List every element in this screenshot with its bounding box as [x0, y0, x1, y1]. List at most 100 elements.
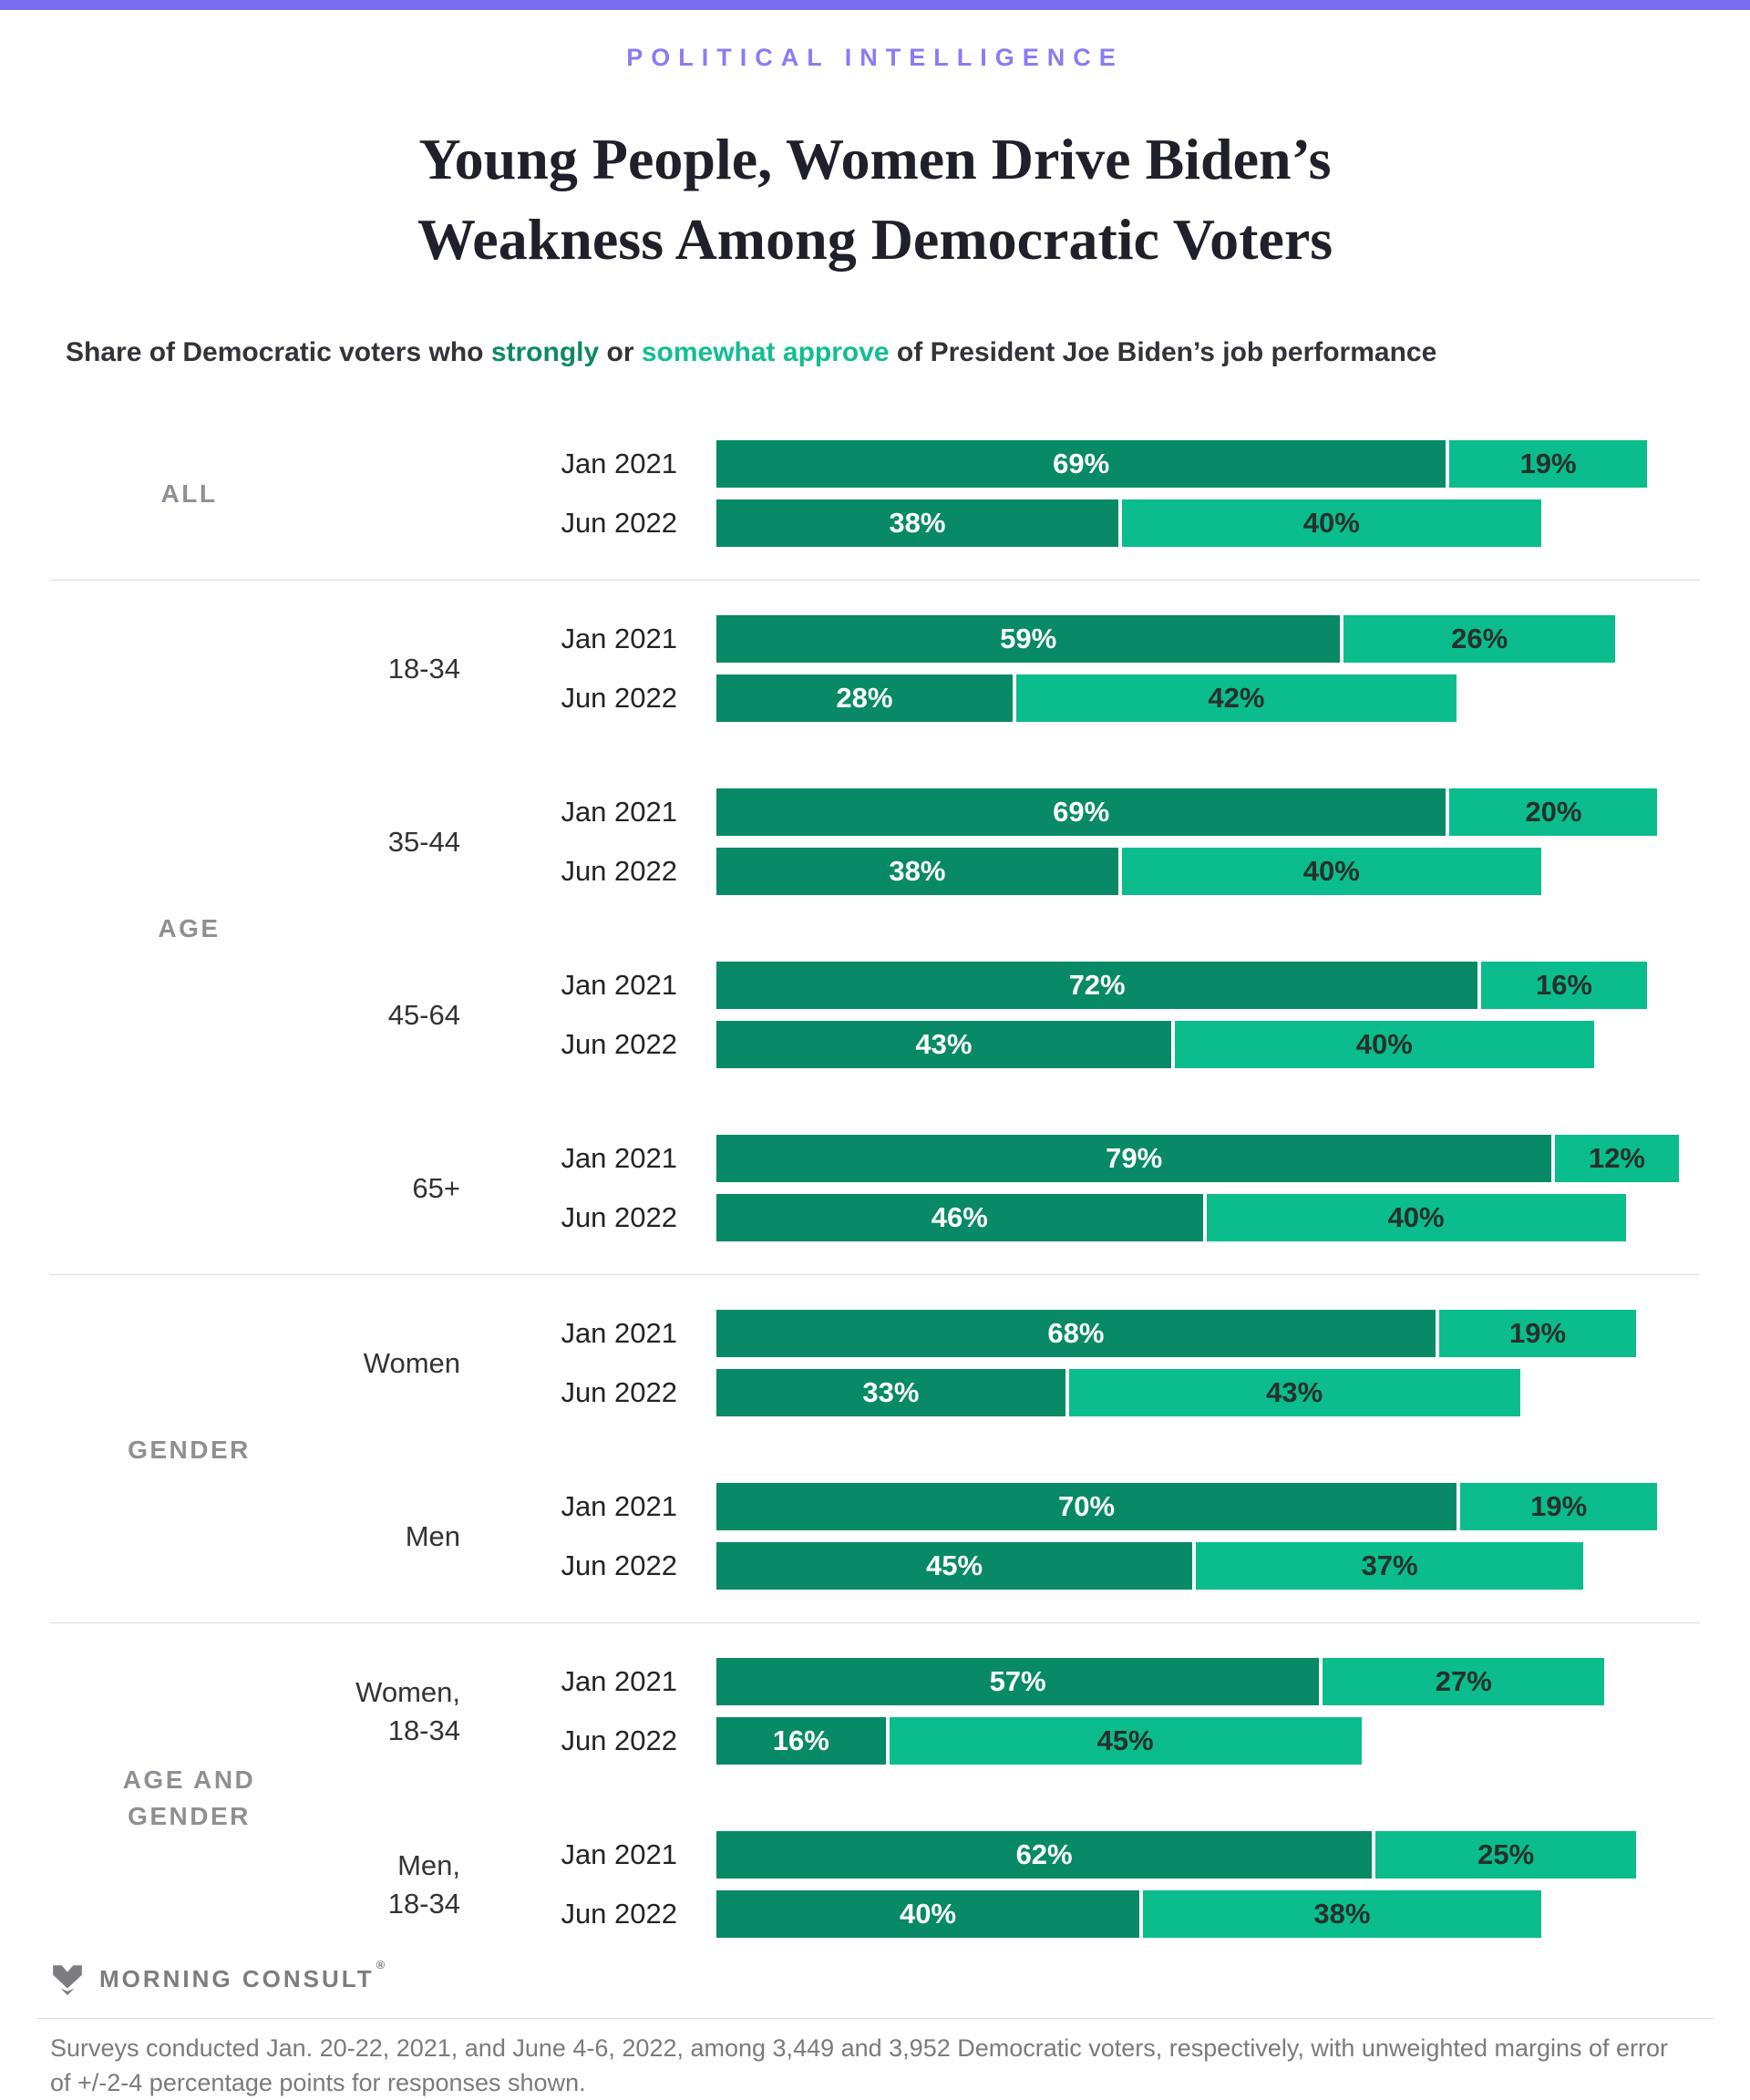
stacked-bar: 69% 19%	[716, 440, 1647, 488]
category: 35-44 Jan 2021 69% 20% Jun 2022 38% 40%	[328, 788, 1750, 895]
period-label: Jan 2021	[561, 448, 677, 479]
category-rows: Jan 2021 69% 20% Jun 2022 38% 40%	[460, 788, 1750, 895]
bar-row: Jun 2022 45% 37%	[460, 1542, 1750, 1590]
category-label: 45-64	[387, 998, 460, 1031]
segment-value-label: 27%	[1435, 1665, 1492, 1697]
bar-segment-somewhat: 19%	[1435, 1310, 1637, 1357]
stacked-bar: 70% 19%	[716, 1483, 1658, 1530]
segment-value-label: 40%	[1302, 507, 1360, 539]
category: Women Jan 2021 68% 19% Jun 2022 33% 43%	[328, 1310, 1750, 1416]
category-rows: Jan 2021 72% 16% Jun 2022 43% 40%	[460, 962, 1750, 1068]
stacked-bar: 79% 12%	[716, 1135, 1679, 1182]
segment-value-label: 38%	[889, 507, 946, 539]
category: 45-64 Jan 2021 72% 16% Jun 2022 43% 40%	[328, 962, 1750, 1068]
period-label: Jun 2022	[561, 855, 677, 887]
stacked-bar: 72% 16%	[716, 962, 1647, 1009]
bar-segment-strongly: 69%	[716, 440, 1446, 488]
chart-group: AGE 18-34 Jan 2021 59% 26% Jun 2022 28% 42% 35-4…	[50, 615, 1750, 1241]
category-label: Men	[405, 1519, 460, 1552]
category: Women, 18-34 Jan 2021 57% 27% Jun 2022 16% 45%	[328, 1658, 1750, 1765]
morning-consult-logo: MORNING CONSULT®	[50, 1958, 1750, 1996]
period-label: Jun 2022	[561, 1549, 677, 1581]
segment-value-label: 28%	[836, 682, 893, 714]
segment-value-label: 33%	[862, 1376, 920, 1408]
category-rows: Jan 2021 62% 25% Jun 2022 40% 38%	[460, 1831, 1750, 1938]
bar-segment-strongly: 38%	[716, 848, 1118, 895]
chart-group: GENDER Women Jan 2021 68% 19% Jun 2022 33% 43% M…	[50, 1310, 1750, 1590]
eyebrow-label: POLITICAL INTELLIGENCE	[626, 44, 1124, 71]
bar-segment-strongly: 28%	[716, 674, 1013, 722]
stacked-bar: 45% 37%	[716, 1542, 1584, 1590]
segment-value-label: 62%	[1015, 1838, 1073, 1870]
group-content: Women Jan 2021 68% 19% Jun 2022 33% 43% Men Jan …	[328, 1310, 1750, 1590]
group-label: GENDER	[128, 1435, 251, 1464]
stacked-bar: 62% 25%	[716, 1831, 1637, 1879]
category-rows: Jan 2021 57% 27% Jun 2022 16% 45%	[460, 1658, 1750, 1765]
stacked-bar: 38% 40%	[716, 499, 1541, 547]
bar-row: Jan 2021 69% 20%	[460, 788, 1750, 836]
segment-value-label: 37%	[1361, 1549, 1418, 1581]
segment-value-label: 43%	[915, 1028, 973, 1060]
period-label: Jan 2021	[561, 1317, 677, 1349]
bar-segment-strongly: 46%	[716, 1194, 1203, 1241]
group-label: AGE	[158, 913, 221, 942]
bar-segment-somewhat: 19%	[1446, 440, 1647, 488]
category: Jan 2021 69% 19% Jun 2022 38% 40%	[328, 440, 1750, 547]
segment-value-label: 46%	[931, 1201, 988, 1233]
segment-value-label: 26%	[1451, 623, 1508, 654]
bar-segment-somewhat: 40%	[1117, 848, 1541, 895]
bar-row: Jan 2021 70% 19%	[460, 1483, 1750, 1530]
logo-wordmark: MORNING CONSULT	[99, 1964, 375, 1992]
bar-segment-somewhat: 19%	[1457, 1483, 1658, 1530]
bar-segment-somewhat: 40%	[1170, 1021, 1594, 1068]
segment-value-label: 25%	[1477, 1838, 1535, 1870]
stacked-bar: 16% 45%	[716, 1717, 1362, 1765]
period-label: Jun 2022	[561, 682, 677, 714]
category-rows: Jan 2021 69% 19% Jun 2022 38% 40%	[460, 440, 1750, 547]
bar-row: Jan 2021 72% 16%	[460, 962, 1750, 1009]
segment-value-label: 45%	[925, 1549, 983, 1581]
period-label: Jan 2021	[561, 623, 677, 654]
bar-segment-strongly: 79%	[716, 1135, 1552, 1182]
category: Men, 18-34 Jan 2021 62% 25% Jun 2022 40% 38%	[328, 1831, 1750, 1938]
bar-segment-somewhat: 42%	[1012, 674, 1457, 722]
segment-value-label: 40%	[899, 1898, 957, 1930]
page-title-line1: Young People, Women Drive Biden’s	[418, 127, 1332, 191]
bar-row: Jun 2022 16% 45%	[460, 1717, 1750, 1765]
category-label: 65+	[412, 1171, 460, 1204]
subtitle-text-prefix: Share of Democratic voters who	[66, 337, 491, 367]
period-label: Jun 2022	[561, 1376, 677, 1408]
group-content: Jan 2021 69% 19% Jun 2022 38% 40%	[328, 440, 1750, 547]
bar-row: Jun 2022 38% 40%	[460, 848, 1750, 895]
category: 65+ Jan 2021 79% 12% Jun 2022 46% 40%	[328, 1135, 1750, 1241]
segment-value-label: 16%	[772, 1724, 829, 1756]
segment-value-label: 38%	[889, 855, 946, 887]
category-label: 35-44	[387, 825, 460, 858]
bar-row: Jan 2021 69% 19%	[460, 440, 1750, 488]
period-label: Jun 2022	[561, 1724, 677, 1756]
bar-segment-strongly: 62%	[716, 1831, 1373, 1879]
category-rows: Jan 2021 59% 26% Jun 2022 28% 42%	[460, 615, 1750, 722]
subtitle-strongly-highlight: strongly	[490, 337, 600, 367]
segment-value-label: 19%	[1508, 1317, 1567, 1349]
segment-value-label: 79%	[1106, 1142, 1163, 1174]
bar-row: Jun 2022 40% 38%	[460, 1890, 1750, 1938]
category-rows: Jan 2021 70% 19% Jun 2022 45% 37%	[460, 1483, 1750, 1590]
segment-value-label: 40%	[1302, 855, 1360, 887]
page-title: Young People, Women Drive Biden’s Weakne…	[0, 119, 1750, 280]
period-label: Jan 2021	[561, 969, 677, 1001]
bar-segment-strongly: 68%	[716, 1310, 1436, 1357]
group-label: AGE AND GENDER	[122, 1765, 256, 1830]
period-label: Jan 2021	[561, 1838, 677, 1870]
period-label: Jan 2021	[561, 1490, 677, 1522]
footer-divider	[36, 2018, 1714, 2019]
group-divider	[50, 1622, 1700, 1623]
bar-segment-somewhat: 16%	[1477, 962, 1647, 1009]
segment-value-label: 40%	[1355, 1028, 1413, 1060]
group-divider	[50, 580, 1700, 581]
segment-value-label: 45%	[1096, 1724, 1154, 1756]
segment-value-label: 20%	[1525, 796, 1582, 828]
period-label: Jun 2022	[561, 1898, 677, 1930]
bar-row: Jun 2022 46% 40%	[460, 1194, 1750, 1241]
methodology-note: Surveys conducted Jan. 20-22, 2021, and …	[50, 2034, 1669, 2096]
